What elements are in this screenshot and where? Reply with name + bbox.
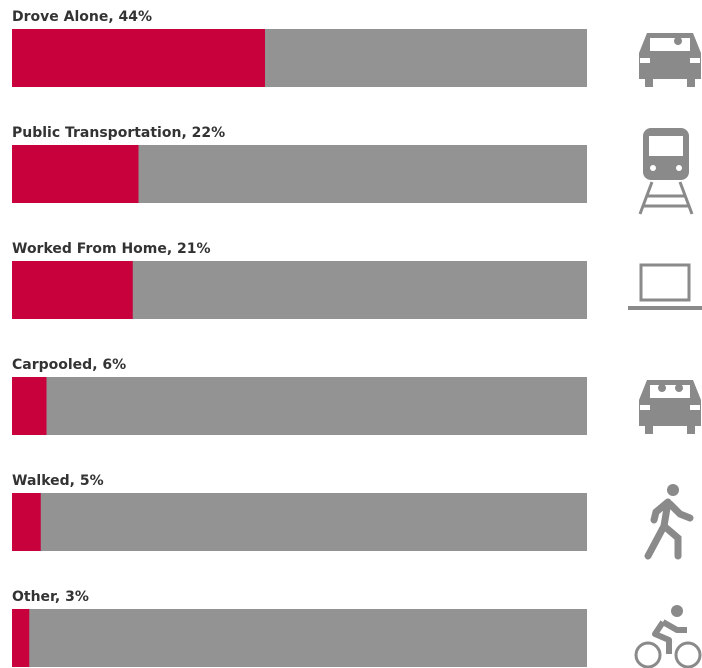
icon-walker <box>644 484 694 560</box>
bar <box>12 493 41 551</box>
bar-label: Public Transportation, 22% <box>12 125 225 141</box>
bar-label: Worked From Home, 21% <box>12 241 211 257</box>
bar-label: Walked, 5% <box>12 473 104 489</box>
icon-train <box>638 128 694 215</box>
bar-track <box>12 493 587 551</box>
bar-label: Other, 3% <box>12 589 89 605</box>
icon-car <box>639 33 701 87</box>
icon-laptop <box>628 263 702 310</box>
bar-label: Drove Alone, 44% <box>12 9 152 25</box>
icon-carpool <box>639 380 701 434</box>
bar <box>12 261 133 319</box>
bar <box>12 29 265 87</box>
bar-track <box>12 609 587 667</box>
bar <box>12 145 139 203</box>
bar-label: Carpooled, 6% <box>12 357 126 373</box>
bar <box>12 609 30 667</box>
icon-bike <box>634 605 702 668</box>
bar-track <box>12 377 587 435</box>
bar <box>12 377 47 435</box>
